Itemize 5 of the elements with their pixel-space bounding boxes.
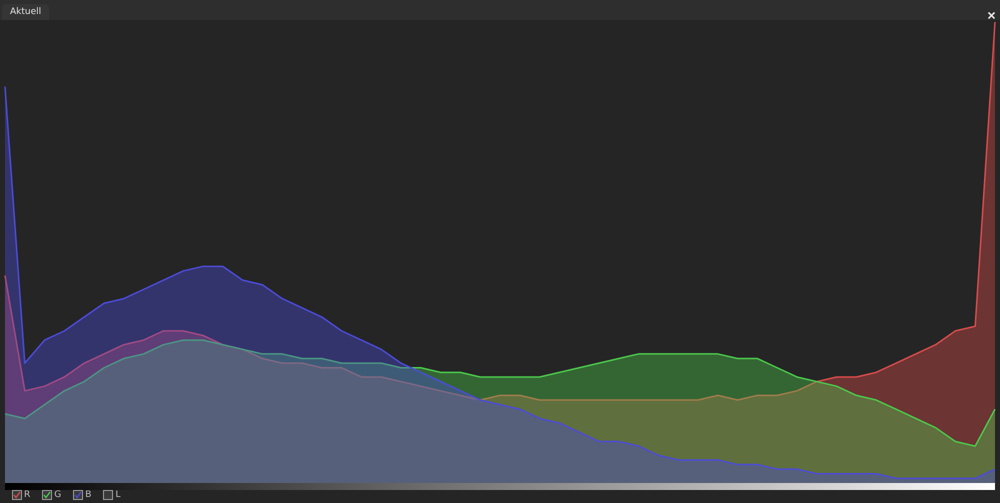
legend-label: B [85, 490, 92, 500]
text: L [115, 490, 120, 500]
chart-title: Aktuell [2, 4, 50, 20]
legend-label: R [24, 490, 30, 500]
legend-label: G [54, 490, 62, 500]
